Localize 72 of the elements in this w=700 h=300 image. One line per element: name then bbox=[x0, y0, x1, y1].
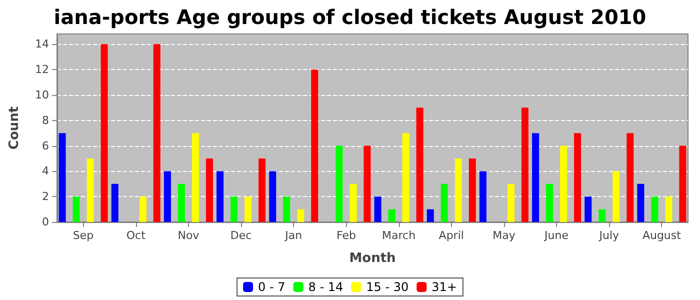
x-axis-title: Month bbox=[349, 251, 396, 266]
x-tick-label: Oct bbox=[126, 229, 146, 242]
y-axis-title: Count bbox=[7, 106, 22, 150]
legend-label: 15 - 30 bbox=[366, 280, 409, 294]
y-tick-label: 10 bbox=[35, 88, 49, 102]
bar bbox=[86, 158, 94, 222]
bar bbox=[100, 44, 108, 222]
bar bbox=[479, 171, 486, 222]
x-tick-label: June bbox=[544, 229, 569, 242]
y-tick-label: 8 bbox=[42, 114, 49, 127]
bar bbox=[532, 133, 540, 222]
bar bbox=[258, 158, 266, 222]
bar bbox=[388, 209, 396, 222]
bar bbox=[637, 184, 644, 222]
y-tick-label: 2 bbox=[42, 190, 49, 204]
x-tick-label: August bbox=[642, 229, 682, 242]
bar bbox=[626, 133, 634, 222]
bar bbox=[679, 146, 686, 222]
bar bbox=[311, 70, 318, 222]
x-tick-label: March bbox=[382, 229, 416, 242]
y-tick-label: 12 bbox=[35, 63, 49, 76]
bar bbox=[111, 184, 118, 222]
bar bbox=[416, 108, 424, 222]
bar bbox=[283, 196, 290, 222]
bar bbox=[598, 209, 606, 222]
y-tick-label: 4 bbox=[42, 164, 49, 178]
bar bbox=[350, 184, 357, 222]
bar bbox=[560, 146, 568, 222]
legend-label: 31+ bbox=[432, 280, 457, 294]
x-tick-label: Feb bbox=[336, 229, 356, 242]
x-tick-label: May bbox=[492, 229, 516, 242]
y-tick-label: 6 bbox=[42, 139, 49, 152]
legend-label: 0 - 7 bbox=[258, 280, 286, 294]
bar bbox=[521, 108, 528, 222]
bar bbox=[454, 158, 462, 222]
x-tick-label: April bbox=[438, 229, 464, 242]
y-tick-label: 14 bbox=[35, 38, 49, 51]
bar bbox=[216, 171, 224, 222]
x-tick-label: Dec bbox=[230, 229, 252, 242]
bar bbox=[269, 171, 276, 222]
chart-title: iana-ports Age groups of closed tickets August 2010 bbox=[54, 5, 646, 29]
bar bbox=[507, 184, 514, 222]
bar bbox=[612, 171, 620, 222]
bar bbox=[440, 184, 448, 222]
bar bbox=[178, 184, 185, 222]
bar bbox=[72, 196, 80, 222]
bar bbox=[546, 184, 554, 222]
bar bbox=[574, 133, 582, 222]
x-tick-label: July bbox=[598, 229, 620, 242]
x-tick-label: Sep bbox=[72, 229, 94, 242]
bar bbox=[584, 196, 592, 222]
bar bbox=[244, 196, 252, 222]
x-tick-label: Jan bbox=[284, 229, 302, 242]
bar bbox=[364, 146, 371, 222]
bar bbox=[192, 133, 199, 222]
bar bbox=[164, 171, 171, 222]
bar bbox=[665, 196, 672, 222]
bar bbox=[426, 209, 434, 222]
bar bbox=[402, 133, 410, 222]
bar bbox=[206, 158, 213, 222]
bar bbox=[230, 196, 238, 222]
bar bbox=[297, 209, 304, 222]
bar bbox=[374, 196, 382, 222]
bar bbox=[336, 146, 343, 222]
bar bbox=[153, 44, 160, 222]
x-tick-label: Nov bbox=[178, 229, 200, 242]
bar bbox=[468, 158, 476, 222]
y-tick-label: 0 bbox=[42, 216, 49, 228]
bar bbox=[651, 196, 658, 222]
legend-label: 8 - 14 bbox=[308, 280, 344, 294]
bar bbox=[58, 133, 66, 222]
bar bbox=[139, 196, 146, 222]
